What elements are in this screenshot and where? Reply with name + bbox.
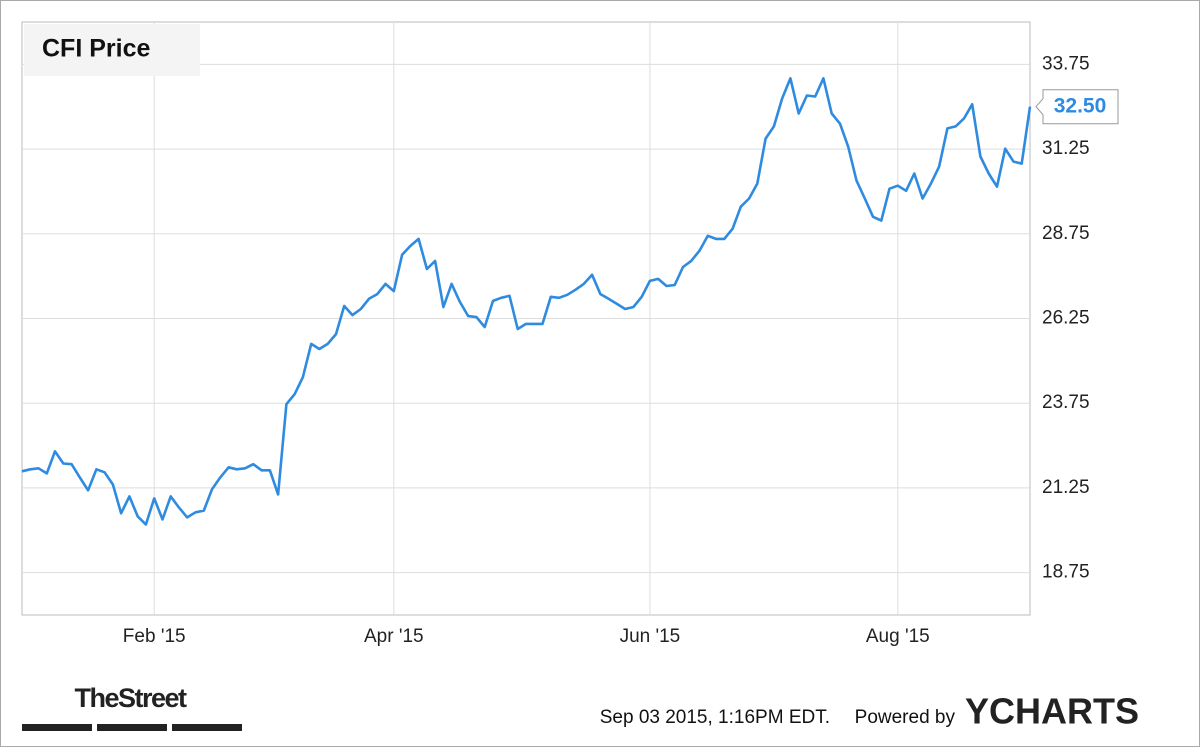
brand: YCHARTS bbox=[965, 691, 1139, 732]
logo-bar bbox=[22, 724, 92, 731]
title-box bbox=[24, 24, 200, 76]
value-label: 32.50 bbox=[1054, 94, 1107, 117]
marks bbox=[21, 77, 1032, 526]
x-tick-label: Apr '15 bbox=[364, 626, 424, 647]
y-tick-label: 18.75 bbox=[1042, 562, 1090, 583]
logo-bar bbox=[172, 724, 242, 731]
y-tick-label: 31.25 bbox=[1042, 138, 1090, 159]
y-tick-label: 23.75 bbox=[1042, 392, 1090, 413]
y-tick-label: 21.25 bbox=[1042, 477, 1090, 498]
x-tick-label: Aug '15 bbox=[866, 626, 930, 647]
publisher-logo: TheStreet bbox=[22, 683, 242, 731]
y-tick-label: 28.75 bbox=[1042, 223, 1090, 244]
powered-by: Powered by bbox=[855, 707, 956, 728]
logo-bar bbox=[97, 724, 167, 731]
y-tick-label: 33.75 bbox=[1042, 53, 1090, 74]
x-tick-label: Jun '15 bbox=[620, 626, 681, 647]
value-label-box bbox=[1035, 89, 1119, 125]
chart-title: CFI Price bbox=[42, 35, 150, 63]
publisher: TheStreet bbox=[74, 683, 187, 713]
timestamp: Sep 03 2015, 1:16PM EDT. bbox=[600, 707, 830, 728]
y-tick-label: 26.25 bbox=[1042, 308, 1090, 329]
grid bbox=[22, 22, 1030, 615]
x-tick-label: Feb '15 bbox=[123, 626, 186, 647]
price-line bbox=[21, 77, 1032, 526]
